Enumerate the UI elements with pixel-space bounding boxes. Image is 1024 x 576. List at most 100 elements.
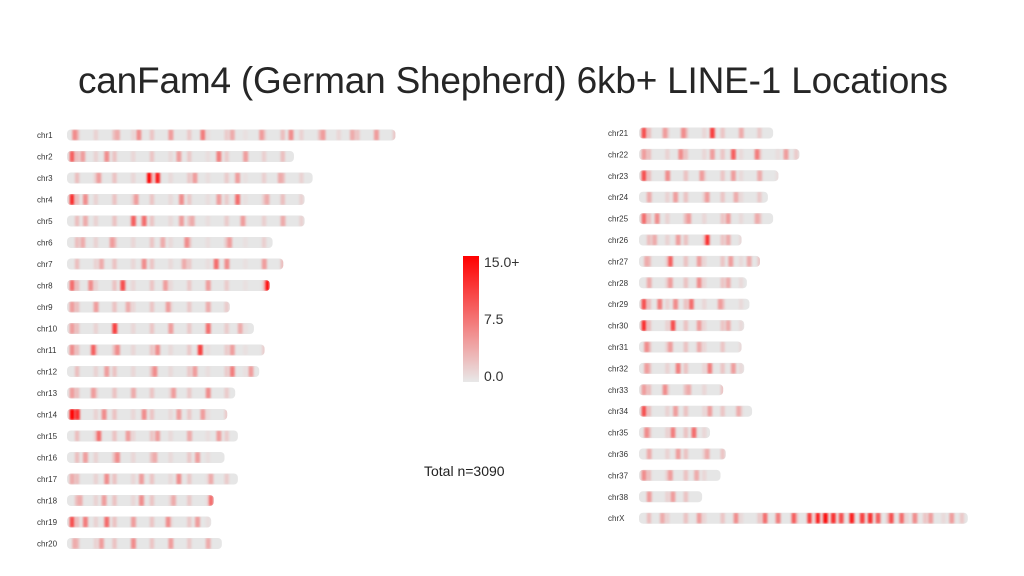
hotspot-chr10-1: [112, 323, 118, 334]
hotspot-chr2-1: [80, 151, 86, 162]
chromosome-track-chr28: [639, 277, 747, 289]
density-band: [112, 409, 117, 420]
density-band: [738, 170, 744, 182]
density-band: [720, 448, 725, 460]
density-band: [205, 516, 211, 528]
density-band: [187, 323, 192, 334]
chromosome-label-chr14: chr14: [37, 411, 58, 420]
chromosome-label-chr19: chr19: [37, 518, 58, 527]
density-band: [93, 151, 98, 162]
hotspot-chr17-4: [208, 473, 214, 485]
density-band: [665, 448, 670, 460]
density-band: [224, 237, 229, 248]
density-band: [93, 516, 98, 528]
hotspot-chr36-0: [646, 448, 652, 460]
hotspot-chr4-0: [69, 194, 75, 205]
density-band: [93, 280, 98, 291]
density-band: [665, 427, 670, 439]
density-band: [720, 320, 725, 332]
density-band: [224, 344, 229, 356]
hotspot-chr15-3: [187, 430, 192, 442]
hotspot-chr23-0: [641, 170, 647, 182]
density-band: [168, 215, 173, 227]
hotspot-chr30-2: [696, 320, 702, 332]
chromosome-track-chr34: [639, 405, 753, 417]
hotspot-chr28-2: [696, 277, 702, 289]
hotspot-chr1-0: [72, 129, 78, 141]
density-band: [738, 362, 744, 374]
hotspot-chr32-0: [644, 362, 649, 374]
density-band: [683, 341, 688, 353]
density-band: [665, 469, 670, 481]
density-band: [112, 194, 117, 205]
density-band: [738, 320, 744, 332]
chromosome-label-chr21: chr21: [608, 129, 629, 138]
hotspot-chr3-5: [277, 172, 283, 184]
chromosome-track-chr12: [67, 366, 260, 377]
chromosome-track-chr29: [639, 298, 750, 310]
chromosome-label-chr4: chr4: [37, 196, 53, 205]
hotspot-chr34-3: [736, 405, 742, 417]
hotspot-chrX-18: [928, 512, 934, 524]
density-band: [93, 409, 98, 420]
density-band: [243, 280, 248, 291]
hotspot-chr24-3: [733, 191, 739, 203]
chromosome-label-chr5: chr5: [37, 217, 53, 226]
density-band: [93, 215, 98, 227]
hotspot-chr28-3: [725, 277, 731, 289]
chromosome-label-chr10: chr10: [37, 325, 58, 334]
density-band: [280, 258, 284, 270]
hotspot-chr24-1: [673, 191, 678, 203]
density-band: [683, 213, 688, 225]
density-band: [131, 344, 136, 356]
hotspot-chr2-3: [176, 151, 182, 162]
hotspot-chr1-3: [168, 129, 174, 141]
density-band: [738, 277, 744, 289]
density-band: [646, 384, 652, 396]
chromosome-label-chrX: chrX: [608, 514, 625, 523]
density-band: [187, 409, 192, 420]
hotspot-chr10-4: [237, 323, 243, 334]
hotspot-chr3-4: [235, 172, 241, 184]
hotspot-chr12-3: [229, 366, 235, 377]
chromosome-bar-chr28: [639, 277, 747, 289]
chromosome-track-chr30: [639, 320, 745, 332]
hotspot-chr2-2: [104, 151, 110, 162]
density-band: [702, 448, 707, 460]
density-band: [702, 405, 707, 417]
chromosome-label-chr6: chr6: [37, 239, 53, 248]
chromosome-track-chr19: [67, 516, 212, 528]
density-band: [738, 191, 744, 203]
hotspot-chr22-2: [710, 148, 715, 160]
legend-gradient-bar: [463, 256, 479, 382]
chromosome-track-chr26: [639, 234, 742, 246]
density-band: [75, 194, 80, 205]
density-band: [75, 172, 80, 184]
hotspot-chr27-3: [728, 255, 734, 267]
density-band: [720, 127, 725, 139]
hotspot-chr15-2: [155, 430, 160, 442]
hotspot-chr37-0: [641, 469, 647, 481]
density-band: [149, 452, 155, 463]
hotspot-chr2-0: [69, 151, 75, 162]
hotspot-chr10-0: [69, 323, 75, 334]
density-band: [93, 366, 98, 377]
hotspot-chr8-5: [264, 280, 270, 291]
hotspot-chr22-3: [731, 148, 736, 160]
density-band: [168, 194, 173, 205]
hotspot-chr17-3: [176, 473, 182, 485]
density-band: [702, 191, 707, 203]
hotspot-chr38-1: [670, 491, 676, 503]
density-band: [75, 538, 80, 549]
chromosome-track-chr14: [67, 409, 228, 420]
density-band: [112, 366, 117, 377]
density-band: [149, 473, 155, 485]
hotspot-chr19-5: [195, 516, 200, 528]
density-band: [205, 344, 211, 356]
density-band: [112, 151, 117, 162]
density-band: [168, 409, 173, 420]
density-band: [261, 344, 265, 356]
chromosome-track-chr6: [67, 237, 273, 248]
density-band: [683, 469, 688, 481]
density-band: [702, 362, 707, 374]
